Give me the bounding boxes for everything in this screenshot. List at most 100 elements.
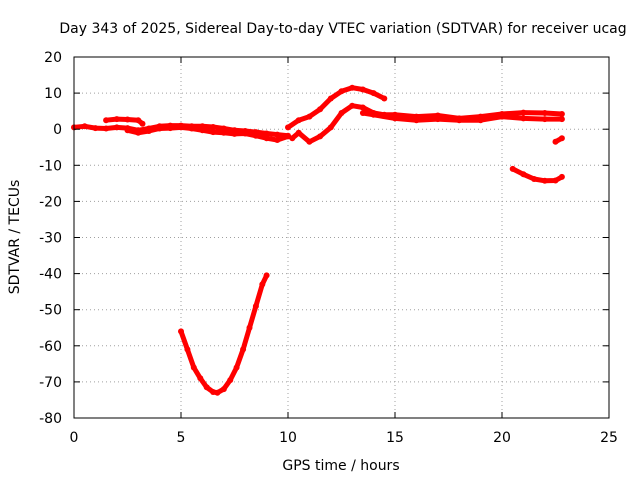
data-point: [145, 128, 152, 134]
data-point: [552, 138, 559, 145]
data-point: [285, 124, 291, 131]
data-point: [214, 389, 221, 396]
data-point: [178, 124, 184, 131]
chart-title: Day 343 of 2025, Sidereal Day-to-day VTE…: [59, 21, 626, 37]
y-tick-label: -50: [39, 303, 62, 319]
data-point: [541, 116, 548, 123]
data-point: [220, 125, 227, 132]
data-point: [156, 125, 163, 132]
data-point: [188, 125, 195, 132]
data-point: [317, 106, 324, 113]
data-point: [509, 165, 516, 172]
data-point: [558, 135, 565, 142]
data-point: [370, 90, 377, 97]
data-point: [263, 272, 270, 279]
data-point: [327, 124, 334, 131]
data-point: [92, 125, 99, 132]
data-point: [259, 281, 266, 288]
data-point: [190, 364, 197, 371]
data-point: [289, 135, 296, 142]
data-point: [295, 117, 302, 124]
data-point: [199, 127, 206, 134]
y-tick-label: -30: [39, 231, 62, 247]
data-point: [359, 110, 366, 116]
data-point: [520, 109, 527, 116]
data-point: [103, 125, 110, 132]
data-point: [210, 129, 217, 136]
data-point: [113, 124, 120, 131]
data-point: [434, 116, 441, 123]
data-point: [327, 95, 334, 102]
series-line-baseline-c: [125, 124, 291, 143]
data-point: [135, 129, 142, 136]
data-point: [178, 328, 184, 335]
data-point: [477, 117, 484, 124]
data-point: [167, 125, 174, 132]
data-point: [456, 117, 463, 124]
series-arc-flat: [359, 110, 565, 124]
data-point: [306, 113, 313, 120]
data-point: [81, 123, 88, 130]
data-point: [552, 177, 559, 184]
data-point: [263, 130, 270, 137]
y-tick-label: 10: [44, 86, 62, 102]
data-point: [220, 129, 227, 136]
series-arc-lower: [289, 102, 565, 145]
data-point: [541, 110, 548, 116]
data-point: [242, 130, 249, 137]
data-point: [295, 129, 302, 136]
data-point: [203, 384, 210, 391]
data-point: [246, 324, 253, 331]
data-point: [220, 386, 227, 393]
series-arc-upper: [285, 84, 388, 131]
x-tick-label: 0: [70, 430, 79, 446]
y-tick-label: 0: [53, 122, 62, 138]
data-point: [317, 133, 324, 140]
series-line-dip-deep: [178, 272, 270, 396]
data-point: [210, 124, 217, 130]
data-point: [349, 102, 356, 109]
data-point: [124, 116, 131, 123]
data-point: [413, 117, 420, 124]
series-baseline-b: [103, 116, 146, 127]
data-point: [306, 138, 313, 145]
y-tick-label: -40: [39, 267, 62, 283]
data-point: [359, 86, 366, 93]
data-point: [274, 137, 281, 143]
axis-ticks: 0 5 10 15 20 25 -80 -70 -60 -50 -40 -30 -20 -10 0 10 20: [39, 50, 618, 446]
data-point: [392, 115, 398, 122]
data-point: [184, 346, 191, 353]
x-tick-label: 15: [386, 430, 404, 446]
series-dip-late: [509, 165, 565, 184]
data-point: [541, 177, 548, 184]
x-tick-label: 5: [177, 430, 186, 446]
data-point: [499, 113, 505, 120]
data-point: [338, 88, 345, 95]
data-point: [252, 303, 259, 310]
y-axis-label: SDTVAR / TECUs: [7, 180, 23, 295]
data-point: [338, 110, 345, 116]
y-tick-label: -60: [39, 339, 62, 355]
y-tick-label: -10: [39, 158, 62, 174]
data-point: [558, 173, 565, 180]
y-tick-label: -70: [39, 375, 62, 391]
data-point: [520, 115, 527, 122]
data-point: [558, 116, 565, 123]
data-point: [349, 84, 356, 91]
data-point: [227, 377, 234, 384]
data-point: [240, 346, 247, 353]
data-series: [71, 84, 565, 396]
data-point: [231, 130, 238, 137]
data-point: [520, 171, 527, 178]
data-point: [531, 176, 538, 182]
data-point: [113, 116, 120, 123]
data-point: [558, 111, 565, 117]
data-point: [135, 117, 142, 124]
series-line-arc-upper: [285, 85, 387, 130]
data-point: [139, 120, 146, 127]
data-point: [124, 127, 131, 134]
data-point: [197, 375, 204, 382]
data-point: [233, 364, 240, 371]
data-point: [359, 104, 366, 111]
